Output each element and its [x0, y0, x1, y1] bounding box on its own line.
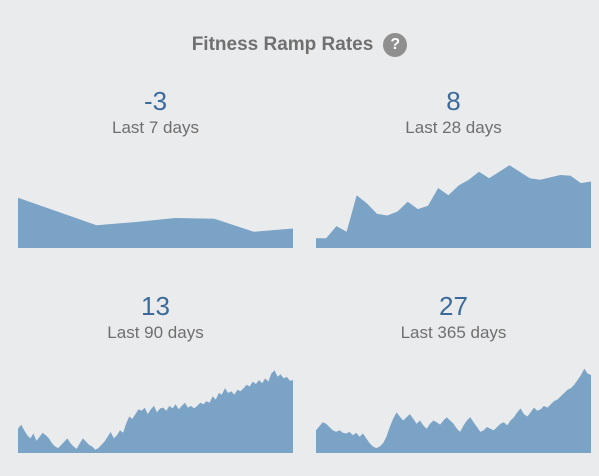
ramp-value: 27 [439, 291, 468, 321]
area-series [316, 368, 591, 453]
help-icon[interactable]: ? [383, 33, 408, 57]
ramp-period-label: Last 365 days [400, 323, 507, 342]
ramp-area-chart [316, 368, 591, 453]
ramp-period-label: Last 28 days [405, 118, 502, 137]
chart-header: Fitness Ramp Rates ? [0, 30, 599, 60]
ramp-panel-7-days: -3 Last 7 days [18, 86, 293, 266]
ramp-area-chart [18, 197, 293, 248]
ramp-panel-90-days: 13 Last 90 days [18, 291, 293, 471]
area-series [18, 197, 293, 248]
ramp-panel-28-days: 8 Last 28 days [316, 86, 591, 266]
area-series [316, 165, 591, 248]
ramp-value: 8 [446, 86, 461, 116]
ramp-value: -3 [143, 86, 168, 116]
ramp-period-label: Last 7 days [112, 118, 199, 137]
area-series [18, 370, 293, 453]
ramp-period-label: Last 90 days [107, 323, 204, 342]
ramp-area-chart [316, 165, 591, 248]
page-title: Fitness Ramp Rates [191, 34, 374, 55]
ramp-panel-365-days: 27 Last 365 days [316, 291, 591, 471]
ramp-area-chart [18, 370, 293, 453]
ramp-value: 13 [141, 291, 170, 321]
